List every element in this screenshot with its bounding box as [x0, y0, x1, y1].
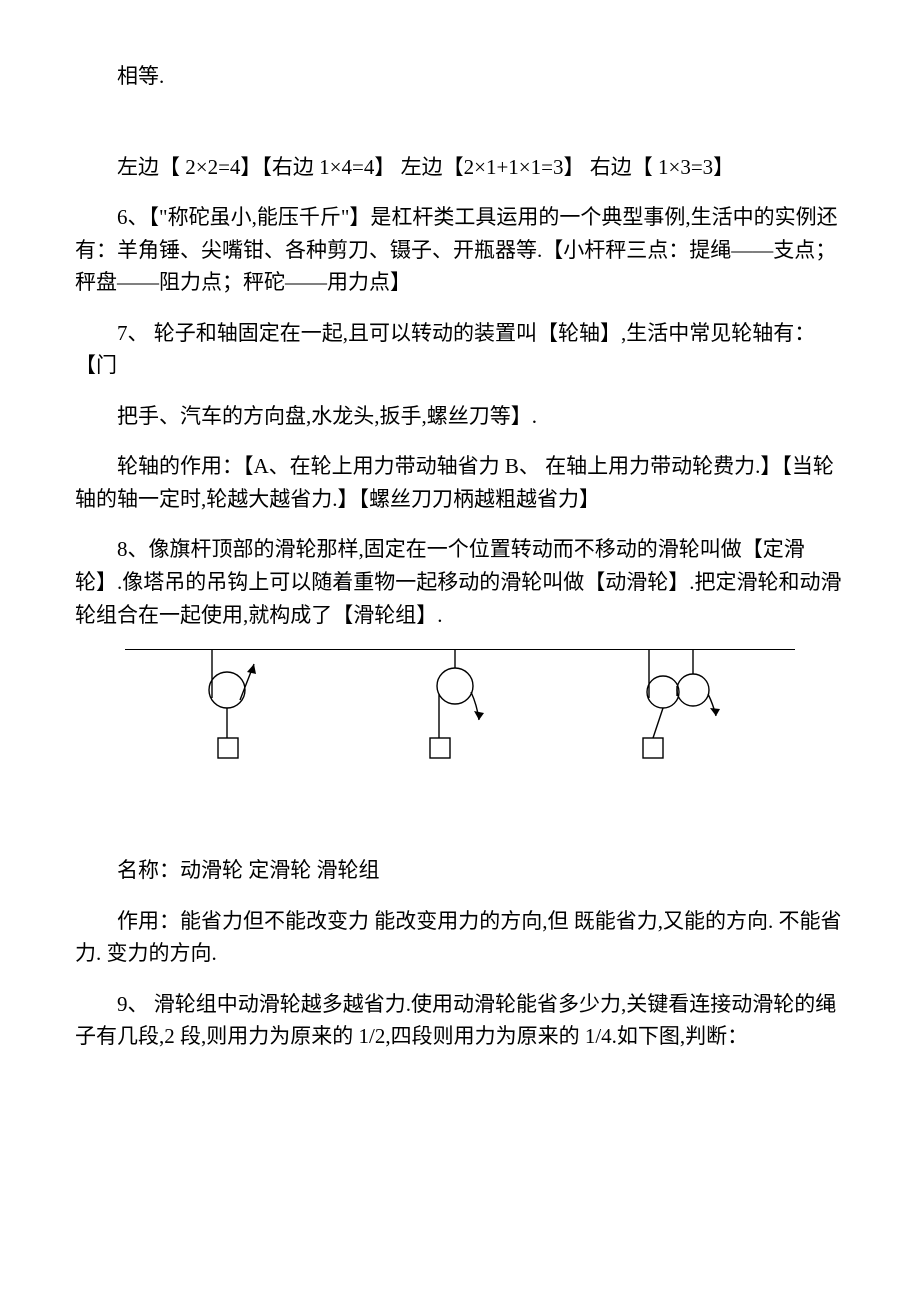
fixed-pulley-svg: [405, 650, 515, 780]
movable-pulley-diagram: [172, 650, 302, 785]
spacer: [75, 111, 845, 151]
spacer-2b: [75, 834, 845, 854]
pulley-diagram-row: [125, 649, 795, 784]
para-item-7b: 把手、汽车的方向盘,水龙头,扳手,螺丝刀等】.: [75, 400, 845, 433]
para-wheel-axle: 轮轴的作用：【A、在轮上用力带动轴省力 B、 在轴上用力带动轮费力.】【当轮轴的…: [75, 450, 845, 515]
pulley-system-svg: [623, 650, 743, 780]
para-item-9: 9、 滑轮组中动滑轮越多越省力.使用动滑轮能省多少力,关键看连接动滑轮的绳子有几…: [75, 988, 845, 1053]
para-item-8: 8、像旗杆顶部的滑轮那样,固定在一个位置转动而不移动的滑轮叫做【定滑轮】.像塔吊…: [75, 533, 845, 631]
para-item-6: 6、【"称砣虽小,能压千斤"】是杠杆类工具运用的一个典型事例,生活中的实例还有：…: [75, 201, 845, 299]
movable-pulley-svg: [182, 650, 292, 780]
pulley-system-diagram: [618, 650, 748, 785]
para-pulley-names: 名称：动滑轮 定滑轮 滑轮组: [75, 854, 845, 887]
fixed-pulley-diagram: [395, 650, 525, 785]
para-equal: 相等.: [75, 60, 845, 93]
para-item-7a: 7、 轮子和轴固定在一起,且可以转动的装置叫【轮轴】,生活中常见轮轴有：【门: [75, 317, 845, 382]
para-pulley-effects: 作用：能省力但不能改变力 能改变用力的方向,但 既能省力,又能的方向. 不能省力…: [75, 905, 845, 970]
spacer-2: [75, 794, 845, 834]
para-lever-calc: 左边【 2×2=4】【右边 1×4=4】 左边【2×1+1×1=3】 右边【 1…: [75, 151, 845, 184]
